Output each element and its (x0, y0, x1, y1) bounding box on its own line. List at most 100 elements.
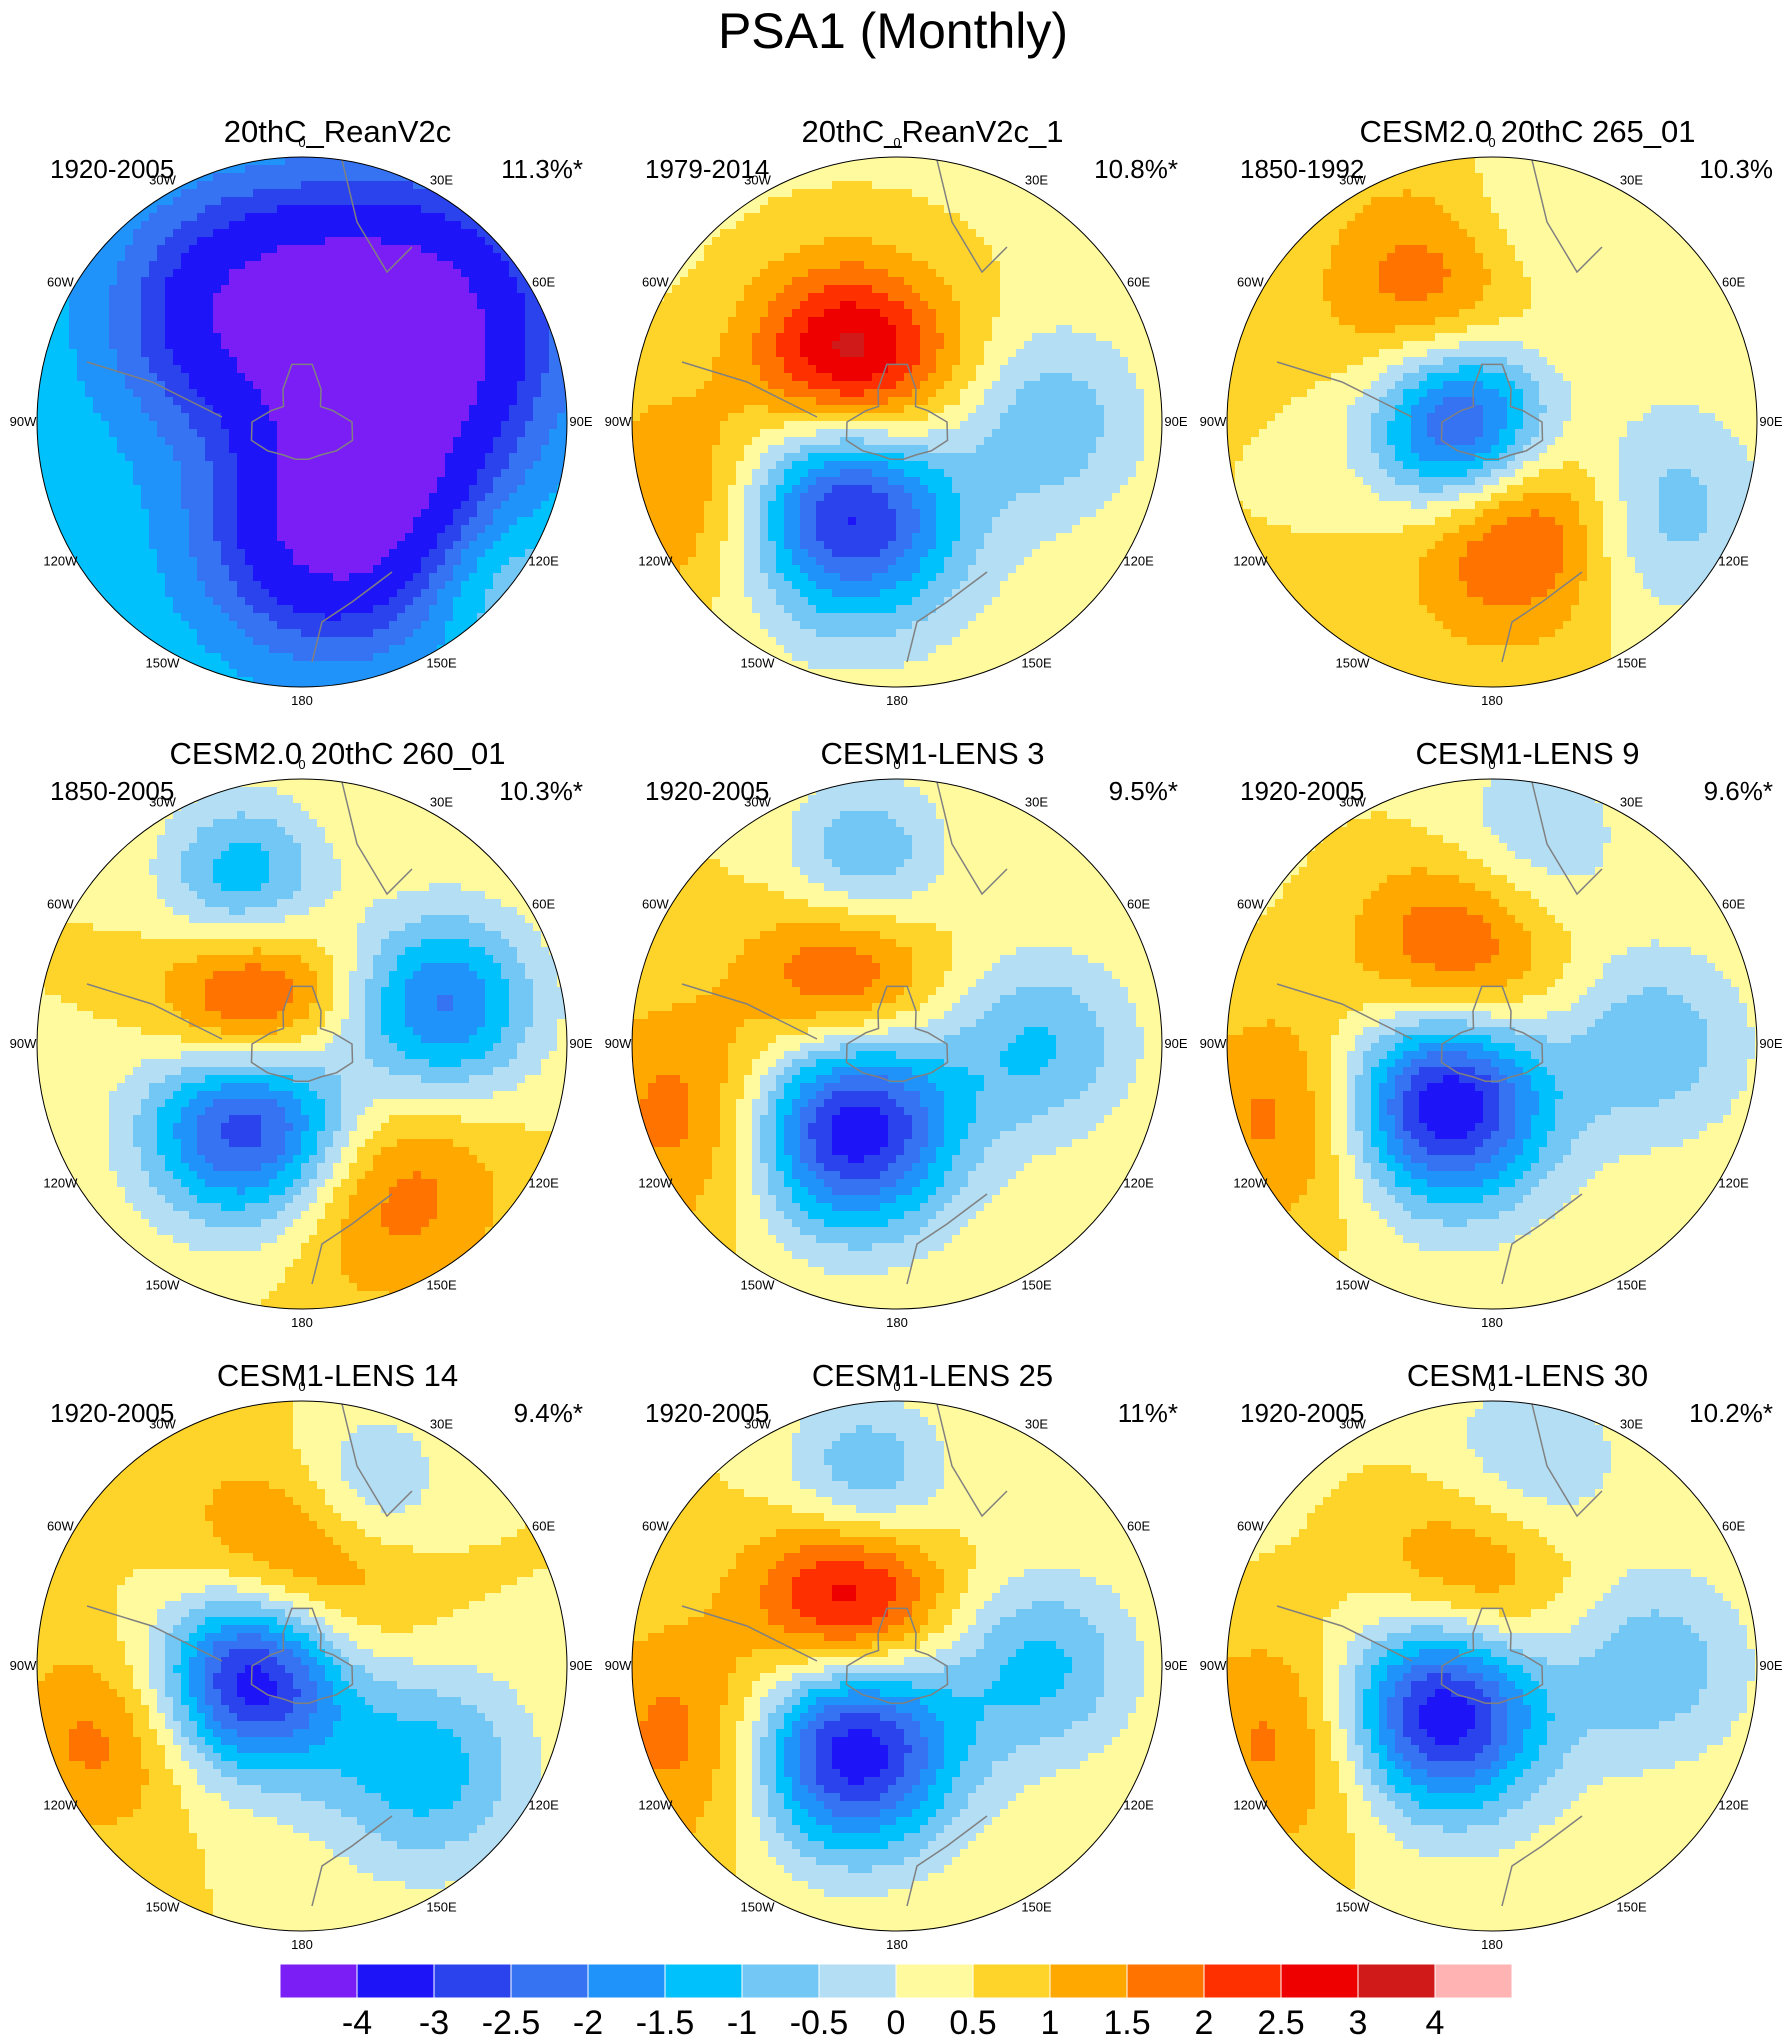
contour-cell (445, 597, 454, 606)
contour-cell (101, 605, 110, 614)
contour-cell (493, 397, 502, 406)
contour-cell (1072, 357, 1081, 366)
contour-cell (285, 589, 294, 598)
contour-cell (357, 637, 366, 646)
contour-cell (269, 237, 278, 246)
contour-cell (333, 429, 342, 438)
contour-cell (213, 213, 222, 222)
contour-cell (237, 365, 246, 374)
contour-cell (493, 573, 502, 582)
contour-cell (301, 245, 310, 254)
contour-cell (277, 541, 286, 550)
contour-cell (509, 549, 518, 558)
contour-cell (840, 325, 849, 334)
contour-cell (261, 269, 270, 278)
contour-cell (445, 253, 454, 262)
contour-cell (680, 341, 689, 350)
contour-cell (1000, 349, 1009, 358)
contour-cell (1056, 285, 1065, 294)
contour-cell (141, 381, 150, 390)
contour-cell (365, 597, 374, 606)
contour-cell (469, 485, 478, 494)
contour-cell (397, 549, 406, 558)
contour-cell (485, 341, 494, 350)
contour-cell (688, 301, 697, 310)
contour-cell (325, 589, 334, 598)
contour-cell (381, 397, 390, 406)
contour-cell (469, 397, 478, 406)
contour-cell (1064, 245, 1073, 254)
contour-cell (141, 269, 150, 278)
contour-cell (189, 597, 198, 606)
contour-cell (792, 197, 801, 206)
contour-cell (69, 309, 78, 318)
contour-cell (688, 341, 697, 350)
contour-cell (453, 261, 462, 270)
contour-cell (285, 501, 294, 510)
contour-cell (509, 557, 518, 566)
contour-cell (896, 309, 905, 318)
contour-cell (928, 173, 937, 182)
contour-cell (976, 253, 985, 262)
contour-cell (1000, 173, 1009, 182)
contour-cell (445, 285, 454, 294)
contour-cell (173, 237, 182, 246)
contour-cell (744, 309, 753, 318)
contour-cell (453, 213, 462, 222)
contour-cell (309, 285, 318, 294)
contour-cell (181, 229, 190, 238)
contour-cell (1016, 293, 1025, 302)
contour-cell (461, 565, 470, 574)
contour-cell (277, 293, 286, 302)
contour-cell (253, 333, 262, 342)
contour-cell (245, 581, 254, 590)
contour-cell (37, 405, 46, 414)
contour-cell (213, 325, 222, 334)
contour-cell (141, 421, 150, 430)
contour-cell (181, 277, 190, 286)
contour-cell (109, 421, 118, 430)
contour-cell (904, 181, 913, 190)
contour-cell (389, 629, 398, 638)
contour-cell (405, 525, 414, 534)
contour-cell (680, 285, 689, 294)
contour-cell (237, 389, 246, 398)
contour-cell (309, 565, 318, 574)
contour-cell (61, 333, 70, 342)
contour-cell (149, 549, 158, 558)
contour-cell (968, 269, 977, 278)
contour-cell (421, 517, 430, 526)
contour-cell (461, 229, 470, 238)
contour-cell (61, 325, 70, 334)
contour-cell (245, 533, 254, 542)
contour-cell (904, 221, 913, 230)
contour-cell (197, 245, 206, 254)
contour-cell (189, 541, 198, 550)
contour-cell (125, 549, 134, 558)
contour-cell (405, 181, 414, 190)
contour-cell (173, 597, 182, 606)
contour-cell (864, 189, 873, 198)
contour-cell (261, 629, 270, 638)
contour-cell (501, 485, 510, 494)
contour-cell (896, 317, 905, 326)
contour-cell (365, 261, 374, 270)
contour-cell (381, 517, 390, 526)
contour-cell (333, 317, 342, 326)
contour-cell (429, 229, 438, 238)
contour-cell (373, 485, 382, 494)
contour-cell (277, 485, 286, 494)
contour-cell (341, 565, 350, 574)
contour-cell (453, 285, 462, 294)
contour-cell (453, 373, 462, 382)
contour-cell (1112, 333, 1121, 342)
contour-cell (952, 357, 961, 366)
contour-cell (437, 413, 446, 422)
contour-cell (453, 565, 462, 574)
contour-cell (509, 501, 518, 510)
contour-cell (405, 293, 414, 302)
contour-cell (349, 469, 358, 478)
contour-cell (221, 213, 230, 222)
contour-cell (61, 437, 70, 446)
contour-cell (389, 205, 398, 214)
